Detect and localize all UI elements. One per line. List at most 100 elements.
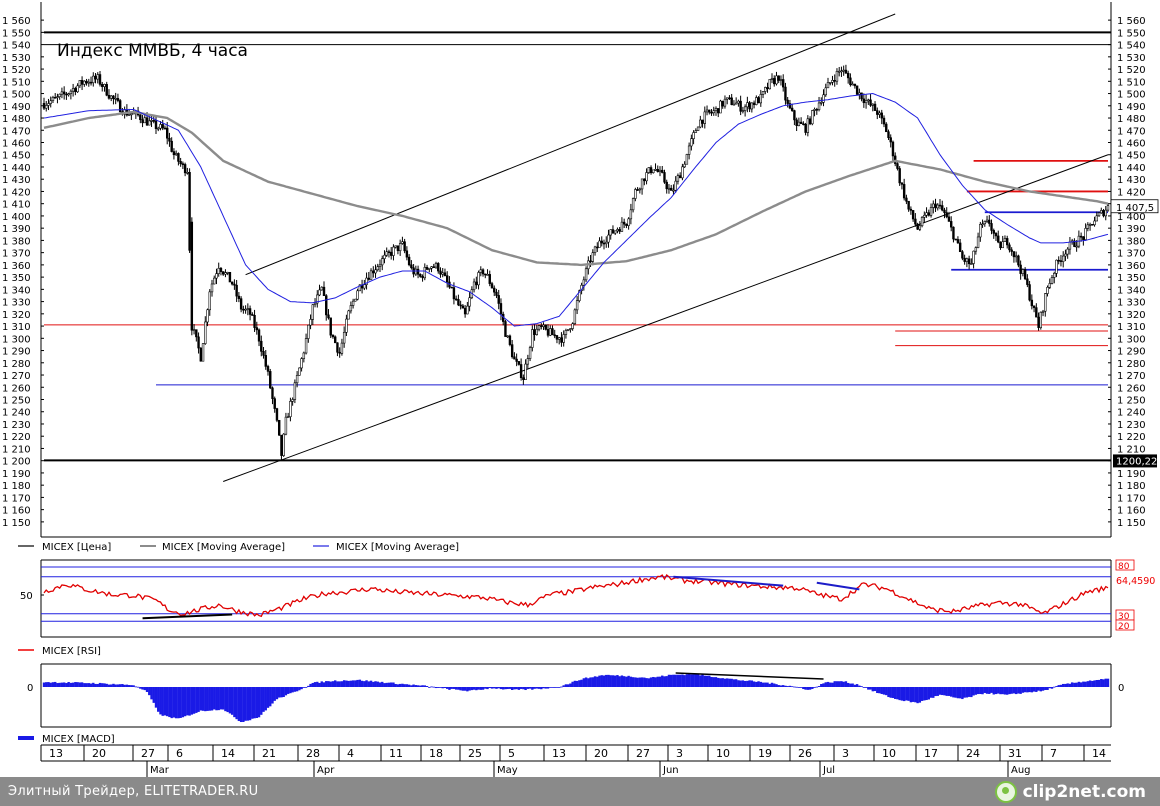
candle-body <box>262 351 265 356</box>
candle-body <box>764 87 767 92</box>
candle-body <box>150 120 153 122</box>
price-legend: MICEX [Цена] MICEX [Moving Average] MICE… <box>18 542 459 553</box>
candle-body <box>394 245 397 248</box>
macd-bar <box>708 675 711 687</box>
macd-bar <box>369 680 373 687</box>
macd-bar <box>421 685 424 687</box>
macd-bar <box>71 682 75 687</box>
y-tick-label-left: 1 330 <box>2 298 31 309</box>
macd-bar <box>835 681 839 687</box>
macd-bar <box>638 677 642 687</box>
macd-bar <box>717 677 720 687</box>
macd-bar <box>932 687 935 698</box>
candle-body <box>1079 235 1083 238</box>
macd-bar <box>183 687 187 717</box>
y-tick-label-left: 1 170 <box>2 493 31 504</box>
macd-bar <box>432 686 435 688</box>
macd-bar <box>1012 687 1016 694</box>
macd-bar <box>607 674 610 687</box>
macd-bar <box>902 687 906 702</box>
candle-body <box>233 283 236 286</box>
chart-title: Индекс ММВБ, 4 часа <box>57 41 248 61</box>
candle-body <box>737 100 740 104</box>
macd-bar <box>356 679 359 687</box>
y-tick-label-left: 1 310 <box>2 322 31 333</box>
y-tick-label-right: 1 530 <box>1117 53 1146 64</box>
rsi-divergence-line <box>816 581 860 591</box>
macd-bar <box>1079 682 1083 687</box>
candle-body <box>1095 215 1099 222</box>
candle-body <box>466 305 469 315</box>
macd-bar <box>1035 687 1038 692</box>
macd-bar <box>584 677 588 687</box>
macd-bar <box>1039 687 1042 692</box>
candle-body <box>746 102 749 108</box>
candle-body <box>994 233 998 237</box>
macd-bar <box>526 687 530 689</box>
macd-bar <box>466 687 469 692</box>
candle-body <box>929 207 933 216</box>
macd-bar <box>141 687 144 690</box>
candle-body <box>797 121 801 126</box>
y-tick-label-left: 1 550 <box>2 28 31 39</box>
candle-body <box>1005 238 1009 246</box>
macd-bar <box>934 687 937 697</box>
macd-bar <box>652 676 655 687</box>
candle-body <box>340 342 344 354</box>
macd-bar <box>159 687 162 715</box>
macd-bar <box>950 687 953 697</box>
macd-bar <box>746 680 749 687</box>
candle-body <box>652 169 655 173</box>
macd-bar <box>67 681 70 687</box>
candle-body <box>974 247 978 252</box>
macd-bar <box>519 687 523 689</box>
rsi-legend: MICEX [RSI] <box>18 646 101 657</box>
macd-bar <box>517 687 521 690</box>
macd-bar <box>656 676 659 687</box>
y-tick-label-right: 1 380 <box>1117 236 1146 247</box>
macd-bar <box>941 687 944 696</box>
macd-bar <box>790 686 794 688</box>
candle-body <box>148 120 151 126</box>
macd-bar <box>683 675 686 687</box>
candle-body <box>829 82 832 84</box>
macd-bar <box>475 687 478 691</box>
candle-body <box>181 163 185 166</box>
macd-bar <box>1017 687 1020 694</box>
macd-bar <box>103 683 106 687</box>
candle-body <box>141 119 144 124</box>
candle-body <box>703 111 707 124</box>
candle-body <box>898 168 901 184</box>
candle-body <box>963 257 966 262</box>
candle-body <box>967 258 971 265</box>
candle-body <box>183 164 187 174</box>
macd-bar <box>645 678 648 687</box>
candle-body <box>759 94 763 104</box>
candle-body <box>781 79 785 88</box>
macd-bar <box>558 687 561 688</box>
macd-bar <box>416 685 420 687</box>
macd-bar <box>83 683 86 687</box>
macd-bar <box>497 687 500 689</box>
macd-bar <box>101 683 104 687</box>
macd-bar <box>230 687 234 715</box>
brand[interactable]: clip2net.com <box>994 781 1146 803</box>
macd-bar <box>537 687 541 689</box>
candle-body <box>896 163 899 169</box>
moving-average-short <box>43 92 1109 327</box>
candle-body <box>76 85 79 93</box>
macd-bar <box>125 684 129 687</box>
macd-bar <box>972 687 975 696</box>
candle-body <box>322 286 326 296</box>
candle-body <box>873 103 877 111</box>
candle-body <box>790 107 794 111</box>
macd-bar <box>1073 682 1076 687</box>
macd-bar <box>761 682 765 687</box>
candle-body <box>685 154 689 165</box>
macd-bar <box>629 676 633 687</box>
candle-body <box>365 277 368 285</box>
macd-bar <box>690 674 693 687</box>
macd-bar <box>752 681 756 687</box>
macd-bar <box>322 682 326 687</box>
macd-bar <box>145 687 149 692</box>
